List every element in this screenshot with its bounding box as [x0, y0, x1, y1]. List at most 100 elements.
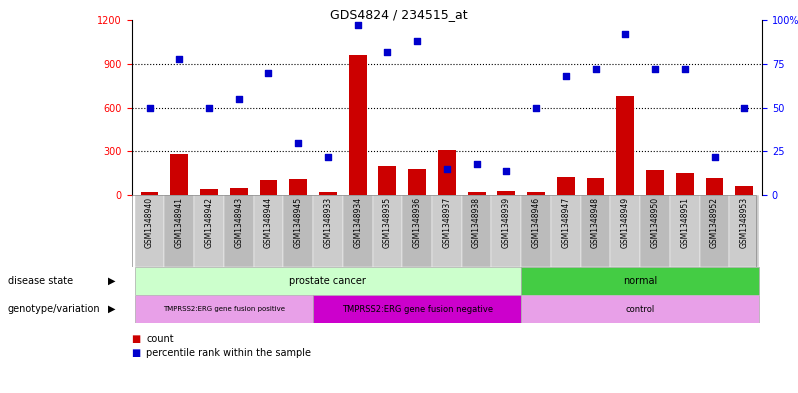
Point [322, 153, 334, 160]
Text: percentile rank within the sample: percentile rank within the sample [146, 348, 311, 358]
Point [738, 105, 751, 111]
Bar [587, 178, 604, 195]
Text: prostate cancer: prostate cancer [290, 276, 366, 286]
Bar [373, 195, 402, 267]
Bar [557, 177, 575, 195]
Text: GDS4824 / 234515_at: GDS4824 / 234515_at [330, 8, 468, 21]
Text: GSM1348950: GSM1348950 [650, 197, 659, 248]
Bar [135, 195, 164, 267]
Bar [313, 295, 521, 323]
Bar [259, 180, 278, 195]
Point [292, 140, 305, 146]
Bar [230, 188, 247, 195]
Bar [343, 195, 373, 267]
Text: GSM1348938: GSM1348938 [472, 197, 481, 248]
Bar [497, 191, 516, 195]
Text: ■: ■ [132, 334, 144, 344]
Text: GSM1348949: GSM1348949 [621, 197, 630, 248]
Text: GSM1348940: GSM1348940 [145, 197, 154, 248]
Text: GSM1348935: GSM1348935 [383, 197, 392, 248]
Bar [729, 195, 759, 267]
Point [708, 153, 721, 160]
Text: normal: normal [623, 276, 658, 286]
Bar [349, 55, 366, 195]
Bar [640, 195, 670, 267]
Point [440, 165, 453, 172]
Bar [610, 195, 640, 267]
Bar [492, 195, 521, 267]
Text: TMPRSS2:ERG gene fusion negative: TMPRSS2:ERG gene fusion negative [342, 305, 492, 314]
Bar [409, 169, 426, 195]
Text: ■: ■ [132, 348, 144, 358]
Text: disease state: disease state [8, 276, 73, 286]
Bar [313, 195, 343, 267]
Point [678, 66, 691, 72]
Bar [551, 195, 581, 267]
Point [589, 66, 602, 72]
Text: TMPRSS2:ERG gene fusion positive: TMPRSS2:ERG gene fusion positive [163, 306, 285, 312]
Text: GSM1348953: GSM1348953 [740, 197, 749, 248]
Text: GSM1348946: GSM1348946 [531, 197, 540, 248]
Point [470, 160, 483, 167]
Text: ▶: ▶ [109, 276, 116, 286]
Bar [521, 267, 759, 295]
Bar [164, 195, 194, 267]
Text: genotype/variation: genotype/variation [8, 304, 101, 314]
Text: GSM1348948: GSM1348948 [591, 197, 600, 248]
Point [262, 69, 275, 75]
Bar [283, 195, 313, 267]
Point [649, 66, 662, 72]
Point [500, 167, 513, 174]
Bar [646, 170, 664, 195]
Text: ▶: ▶ [109, 304, 116, 314]
Text: GSM1348939: GSM1348939 [502, 197, 511, 248]
Text: GSM1348945: GSM1348945 [294, 197, 302, 248]
Text: GSM1348947: GSM1348947 [561, 197, 571, 248]
Bar [462, 195, 492, 267]
Bar [676, 173, 693, 195]
Bar [200, 189, 218, 195]
Point [143, 105, 156, 111]
Text: GSM1348934: GSM1348934 [354, 197, 362, 248]
Bar [319, 193, 337, 195]
Bar [378, 166, 397, 195]
Text: GSM1348942: GSM1348942 [204, 197, 214, 248]
Bar [616, 96, 634, 195]
Bar [432, 195, 462, 267]
Bar [670, 195, 700, 267]
Point [411, 38, 424, 44]
Bar [402, 195, 432, 267]
Bar [468, 192, 485, 195]
Text: GSM1348936: GSM1348936 [413, 197, 421, 248]
Bar [170, 154, 188, 195]
Bar [194, 195, 224, 267]
Text: GSM1348944: GSM1348944 [264, 197, 273, 248]
Bar [438, 150, 456, 195]
Text: GSM1348943: GSM1348943 [235, 197, 243, 248]
Bar [705, 178, 724, 195]
Bar [135, 295, 313, 323]
Point [530, 105, 543, 111]
Bar [735, 186, 753, 195]
Point [173, 55, 186, 62]
Point [232, 95, 245, 102]
Point [381, 48, 393, 55]
Bar [581, 195, 610, 267]
Text: control: control [626, 305, 655, 314]
Text: GSM1348937: GSM1348937 [442, 197, 452, 248]
Point [203, 105, 215, 111]
Bar [254, 195, 283, 267]
Point [351, 22, 364, 28]
Text: GSM1348933: GSM1348933 [323, 197, 333, 248]
Text: GSM1348951: GSM1348951 [680, 197, 689, 248]
Point [559, 73, 572, 79]
Bar [140, 193, 159, 195]
Bar [700, 195, 729, 267]
Bar [224, 195, 254, 267]
Bar [135, 267, 521, 295]
Point [619, 31, 632, 37]
Bar [521, 295, 759, 323]
Bar [521, 195, 551, 267]
Text: GSM1348952: GSM1348952 [710, 197, 719, 248]
Bar [289, 179, 307, 195]
